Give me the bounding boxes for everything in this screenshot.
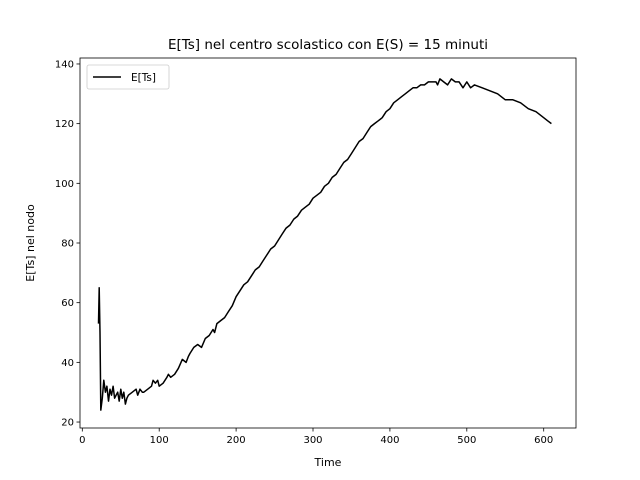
x-axis-label: Time — [314, 456, 342, 469]
x-tick-label: 600 — [534, 435, 553, 446]
y-tick-label: 120 — [55, 119, 74, 130]
y-tick-label: 100 — [55, 179, 74, 190]
x-axis: 0 100 200 300 400 500 600 — [79, 428, 553, 446]
x-tick-label: 100 — [150, 435, 169, 446]
x-tick-label: 400 — [380, 435, 399, 446]
y-axis: 20 40 60 80 100 120 140 — [55, 59, 80, 429]
legend-box — [86, 64, 170, 90]
y-tick-label: 140 — [55, 59, 74, 70]
legend-label: E[Ts] — [131, 72, 156, 84]
legend: E[Ts] — [86, 64, 170, 90]
y-tick-label: 40 — [61, 358, 74, 369]
y-tick-label: 20 — [61, 418, 74, 429]
plot-frame — [79, 57, 577, 429]
y-tick-label: 80 — [61, 239, 74, 250]
x-tick-label: 500 — [457, 435, 476, 446]
x-tick-label: 200 — [227, 435, 246, 446]
chart-marks — [97, 78, 552, 411]
chart-title: E[Ts] nel centro scolastico con E(S) = 1… — [168, 37, 488, 53]
x-tick-label: 0 — [79, 435, 85, 446]
y-axis-label: E[Ts] nel nodo — [24, 204, 37, 282]
y-tick-label: 60 — [61, 298, 74, 309]
x-tick-label: 300 — [303, 435, 322, 446]
series-line-0 — [97, 78, 552, 411]
